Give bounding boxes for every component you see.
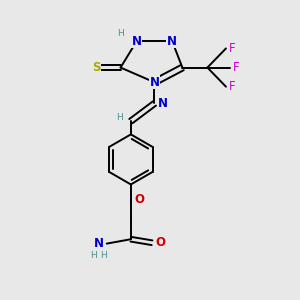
Text: H: H (116, 113, 123, 122)
Text: F: F (233, 61, 239, 74)
Text: F: F (229, 80, 236, 93)
Text: O: O (155, 236, 165, 249)
Text: N: N (149, 76, 159, 89)
Text: H: H (90, 251, 97, 260)
Text: O: O (135, 193, 145, 206)
Text: H: H (100, 251, 107, 260)
Text: F: F (229, 42, 236, 55)
Text: H: H (117, 29, 124, 38)
Text: N: N (132, 34, 142, 48)
Text: N: N (158, 97, 168, 110)
Text: N: N (94, 237, 103, 250)
Text: N: N (167, 34, 177, 48)
Text: S: S (92, 61, 101, 74)
